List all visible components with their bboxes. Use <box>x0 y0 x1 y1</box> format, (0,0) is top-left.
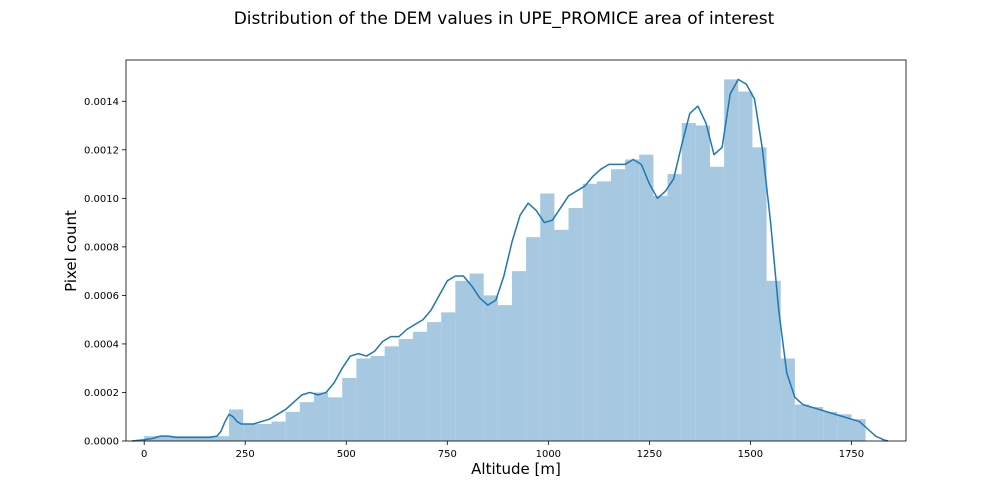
histogram-bar <box>427 322 442 441</box>
histogram-bar <box>724 79 739 441</box>
histogram-bar <box>511 271 527 441</box>
histogram-bar <box>837 414 852 441</box>
histogram-bar <box>596 181 611 441</box>
histogram-bar <box>257 424 272 441</box>
histogram-bar <box>738 91 753 442</box>
histogram-bar <box>328 397 343 441</box>
histogram-bar <box>582 183 597 441</box>
histogram-bar <box>370 356 385 441</box>
histogram-bar <box>483 295 498 441</box>
histogram-bar <box>625 159 640 441</box>
histogram-bar <box>568 208 583 441</box>
histogram-bar <box>554 229 569 441</box>
histogram-bar <box>285 411 300 441</box>
x-tick-label: 750 <box>438 449 457 460</box>
axes-frame <box>125 59 907 442</box>
y-tick-label: 0.0002 <box>84 388 119 399</box>
histogram-bar <box>709 166 725 441</box>
histogram-bar <box>398 339 413 441</box>
histogram-bar <box>851 419 866 441</box>
histogram-bar <box>540 193 555 441</box>
histogram-bar <box>158 436 173 441</box>
histogram-bar <box>200 436 215 441</box>
histogram-bar <box>794 404 810 441</box>
histogram-bar <box>229 409 244 441</box>
histogram-bar <box>610 169 626 441</box>
chart-title: Distribution of the DEM values in UPE_PR… <box>234 9 775 29</box>
histogram-bar <box>653 195 668 441</box>
y-tick-label: 0.0014 <box>84 97 119 108</box>
histogram-bar <box>271 421 286 441</box>
y-tick-label: 0.0008 <box>84 242 119 253</box>
kde-curve <box>131 78 889 442</box>
histogram-bar <box>809 407 824 441</box>
histogram-bars <box>144 79 866 442</box>
x-axis-ticks: 0 250 500 750 1000 1250 1500 1750 <box>141 441 864 460</box>
histogram-bar <box>526 237 541 441</box>
y-tick-label: 0.0010 <box>84 194 119 205</box>
histogram-bar <box>667 174 682 441</box>
histogram-bar <box>695 125 710 442</box>
histogram-bar <box>441 312 456 441</box>
histogram-bar <box>681 123 696 441</box>
y-axis-ticks: 0.0000 0.0002 0.0004 0.0006 0.0008 0.0010 0.00… <box>84 97 126 448</box>
x-tick-label: 1000 <box>536 449 561 460</box>
histogram-bar <box>186 436 201 441</box>
histogram-bar <box>766 280 781 441</box>
histogram-bar <box>469 273 484 441</box>
y-axis-label: Pixel count <box>62 210 80 292</box>
histogram-bar <box>214 436 230 441</box>
x-tick-label: 1750 <box>839 449 864 460</box>
histogram-bar <box>342 377 357 441</box>
y-tick-label: 0.0006 <box>84 291 119 302</box>
histogram-bar <box>497 305 512 441</box>
y-tick-label: 0.0000 <box>84 437 119 448</box>
histogram-bar <box>299 402 314 441</box>
x-tick-label: 0 <box>141 449 147 460</box>
x-tick-label: 500 <box>337 449 356 460</box>
histogram-bar <box>384 346 399 441</box>
histogram-bar <box>823 411 838 441</box>
y-tick-label: 0.0012 <box>84 145 119 156</box>
histogram-bar <box>356 358 371 441</box>
histogram-bar <box>412 331 428 441</box>
histogram-bar <box>752 147 767 442</box>
histogram-bar <box>455 280 470 441</box>
histogram-bar <box>243 424 258 441</box>
kde-line <box>131 78 889 442</box>
histogram-bar <box>780 358 795 441</box>
x-tick-label: 250 <box>236 449 255 460</box>
x-tick-label: 1250 <box>637 449 662 460</box>
x-tick-label: 1500 <box>738 449 763 460</box>
x-axis-label: Altitude [m] <box>471 460 561 478</box>
histogram-bar <box>313 392 329 441</box>
histogram-bar <box>639 154 654 441</box>
histogram-bar <box>172 436 187 441</box>
y-tick-label: 0.0004 <box>84 339 119 350</box>
